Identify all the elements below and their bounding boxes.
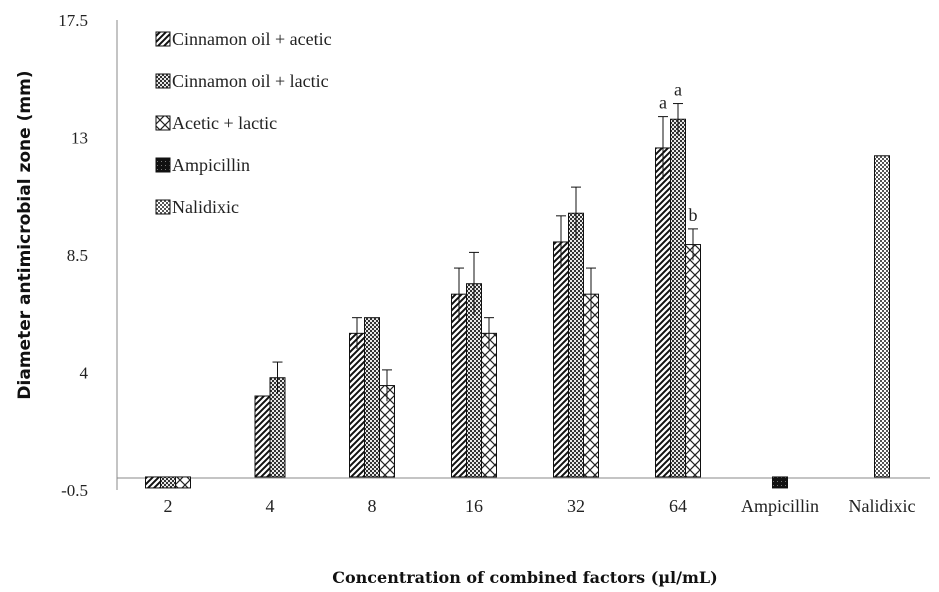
bar-cinnamon-oil-acetic-16 xyxy=(451,293,467,478)
legend-label-acetic-lactic: Acetic + lactic xyxy=(172,113,277,133)
x-tick-label: 2 xyxy=(164,496,173,516)
bar-cinnamon-oil-lactic-32 xyxy=(568,212,584,478)
y-axis-label: Diameter antimicrobial zone (mm) xyxy=(15,70,35,399)
x-axis-label: Concentration of combined factors (µl/mL… xyxy=(332,568,717,587)
legend-swatch-ampicillin xyxy=(155,157,171,173)
error-bars xyxy=(272,103,698,402)
x-tick-label: 4 xyxy=(266,496,275,516)
x-tick-label: Ampicillin xyxy=(741,496,819,516)
x-tick-label: 32 xyxy=(567,496,585,516)
y-tick-label: 17.5 xyxy=(58,11,88,30)
significance-label: a xyxy=(659,93,667,113)
x-tick-label: 16 xyxy=(465,496,483,516)
bar-acetic-lactic-64 xyxy=(685,244,701,478)
bar-cinnamon-oil-acetic-64 xyxy=(655,147,671,478)
y-tick-label: -0.5 xyxy=(61,481,88,500)
bars xyxy=(145,118,890,489)
significance-label: b xyxy=(689,205,698,225)
legend-swatch-nalidixic xyxy=(155,199,171,215)
bar-nalidixic-nalidixic xyxy=(874,155,890,478)
y-tick-labels: -0.5 4 8.5 13 17.5 xyxy=(58,11,88,500)
legend-label-ampicillin: Ampicillin xyxy=(172,155,250,175)
annotations: aa b xyxy=(659,80,698,225)
bar-acetic-lactic-32 xyxy=(583,293,599,478)
bar-acetic-lactic-16 xyxy=(481,332,497,478)
legend-label-nalidixic: Nalidixic xyxy=(172,197,239,217)
legend: Cinnamon oil + acetic Cinnamon oil + lact… xyxy=(155,29,332,217)
x-tick-labels: 2 4 8 16 32 64 Ampicillin Nalidixic xyxy=(164,496,916,516)
significance-label: a xyxy=(674,80,682,100)
legend-swatch-cinnamon-oil-acetic xyxy=(155,31,171,47)
legend-label-cinnamon-oil-acetic: Cinnamon oil + acetic xyxy=(172,29,332,49)
bar-acetic-lactic-2 xyxy=(175,476,191,489)
x-tick-label: 64 xyxy=(669,496,687,516)
legend-swatch-acetic-lactic xyxy=(155,115,171,131)
x-tick-label: 8 xyxy=(368,496,377,516)
legend-swatch-cinnamon-oil-lactic xyxy=(155,73,171,89)
bar-cinnamon-oil-lactic-8 xyxy=(364,317,380,478)
bar-cinnamon-oil-acetic-2 xyxy=(145,476,161,489)
bar-ampicillin-ampicillin xyxy=(772,476,788,489)
bar-cinnamon-oil-lactic-2 xyxy=(160,476,176,489)
legend-label-cinnamon-oil-lactic: Cinnamon oil + lactic xyxy=(172,71,329,91)
y-tick-label: 4 xyxy=(80,364,89,383)
bar-cinnamon-oil-acetic-4 xyxy=(254,395,271,478)
bar-cinnamon-oil-acetic-32 xyxy=(553,241,569,478)
y-tick-label: 13 xyxy=(71,129,88,148)
bar-cinnamon-oil-lactic-64 xyxy=(670,118,686,478)
bar-cinnamon-oil-acetic-8 xyxy=(349,332,365,478)
x-tick-label: Nalidixic xyxy=(849,496,916,516)
y-tick-label: 8.5 xyxy=(67,246,88,265)
